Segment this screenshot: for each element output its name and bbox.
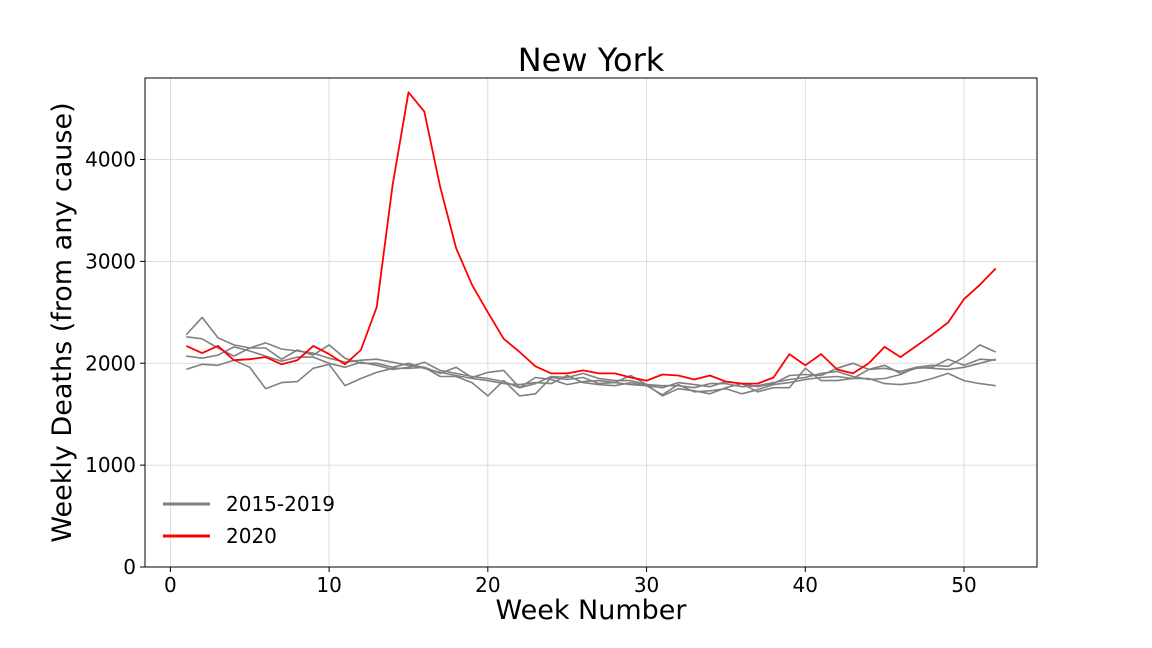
x-tick-label: 40 (793, 573, 818, 597)
x-tick-label: 20 (475, 573, 500, 597)
legend-label-2015-2019: 2015-2019 (226, 492, 335, 516)
x-axis-title: Week Number (495, 595, 687, 626)
series-line-2020-4 (185, 91, 997, 385)
y-tick-label: 0 (123, 555, 136, 579)
ticks: 0 10 20 30 40 50 0 1000 2000 3000 4000 (85, 148, 977, 598)
x-tick-label: 10 (316, 573, 341, 597)
y-tick-label: 1000 (85, 453, 136, 477)
legend: 2015-2019 2020 (163, 492, 335, 548)
y-tick-label: 2000 (85, 351, 136, 375)
plot-frame (144, 77, 1038, 568)
y-axis-title: Weekly Deaths (from any cause) (47, 102, 78, 542)
series-line-2015-2019-3 (186, 359, 996, 397)
x-tick-label: 30 (634, 573, 659, 597)
y-tick-label: 3000 (85, 249, 136, 273)
legend-label-2020: 2020 (226, 524, 277, 548)
chart-title: New York (518, 41, 665, 79)
y-tick-label: 4000 (85, 148, 136, 172)
series-group (185, 91, 997, 397)
x-tick-label: 50 (951, 573, 976, 597)
x-tick-label: 0 (164, 573, 177, 597)
